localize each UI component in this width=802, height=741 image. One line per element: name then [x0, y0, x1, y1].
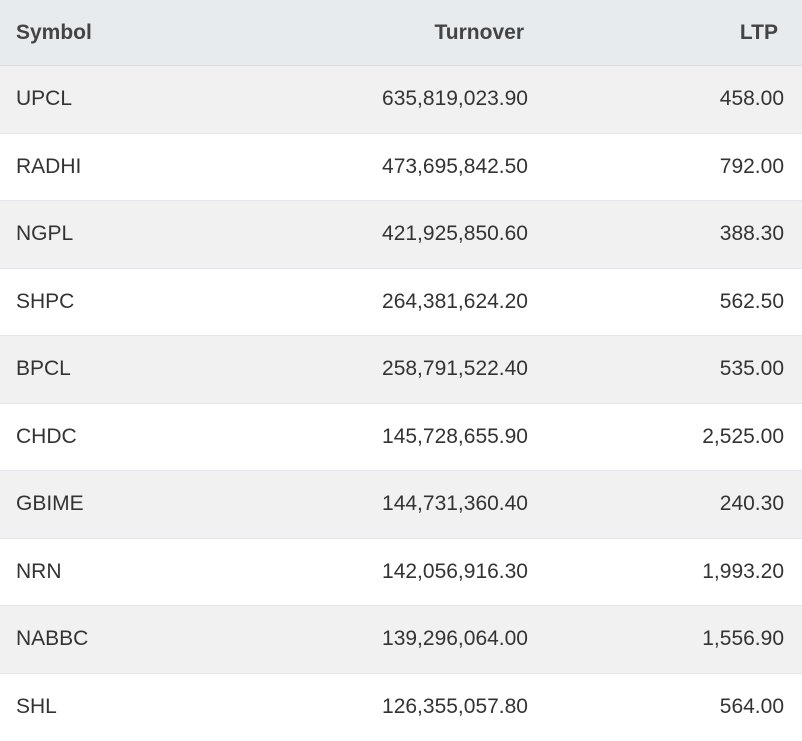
ltp-cell: 792.00	[719, 154, 784, 178]
table-row[interactable]: NABBC 139,296,064.00 1,556.90	[0, 606, 802, 674]
ltp-cell: 1,556.90	[702, 627, 784, 651]
symbol-cell[interactable]: GBIME	[16, 492, 84, 516]
table-row[interactable]: UPCL 635,819,023.90 458.00	[0, 66, 802, 134]
symbol-cell[interactable]: NRN	[16, 559, 62, 583]
table-row[interactable]: NRN 142,056,916.30 1,993.20	[0, 539, 802, 606]
turnover-cell: 144,731,360.40	[382, 492, 528, 516]
ltp-cell: 1,993.20	[702, 559, 784, 583]
column-header-ltp[interactable]: LTP	[739, 20, 778, 44]
table-row[interactable]: CHDC 145,728,655.90 2,525.00	[0, 404, 802, 471]
table-row[interactable]: RADHI 473,695,842.50 792.00	[0, 134, 802, 201]
table-header-row: Symbol Turnover LTP	[0, 0, 802, 66]
turnover-cell: 126,355,057.80	[382, 695, 528, 719]
symbol-cell[interactable]: RADHI	[16, 154, 82, 178]
turnover-cell: 139,296,064.00	[382, 627, 528, 651]
turnover-cell: 264,381,624.20	[382, 289, 528, 313]
ltp-cell: 458.00	[719, 87, 784, 111]
ltp-cell: 564.00	[719, 695, 784, 719]
turnover-cell: 142,056,916.30	[382, 559, 528, 583]
table-row[interactable]: GBIME 144,731,360.40 240.30	[0, 471, 802, 539]
symbol-cell[interactable]: UPCL	[16, 87, 73, 111]
turnover-cell: 145,728,655.90	[382, 424, 528, 448]
symbol-cell[interactable]: SHL	[16, 695, 57, 719]
symbol-cell[interactable]: SHPC	[16, 289, 75, 313]
column-header-symbol[interactable]: Symbol	[16, 20, 92, 44]
symbol-cell[interactable]: BPCL	[16, 357, 71, 381]
table-row[interactable]: SHL 126,355,057.80 564.00	[0, 674, 802, 741]
symbol-cell[interactable]: CHDC	[16, 424, 77, 448]
turnover-cell: 635,819,023.90	[382, 87, 528, 111]
turnover-cell: 473,695,842.50	[382, 154, 528, 178]
ltp-cell: 388.30	[719, 222, 784, 246]
column-header-turnover[interactable]: Turnover	[434, 20, 524, 44]
symbol-cell[interactable]: NABBC	[16, 627, 89, 651]
ltp-cell: 2,525.00	[702, 424, 784, 448]
table-row[interactable]: BPCL 258,791,522.40 535.00	[0, 336, 802, 404]
turnover-cell: 421,925,850.60	[382, 222, 528, 246]
table-row[interactable]: NGPL 421,925,850.60 388.30	[0, 201, 802, 269]
table-row[interactable]: SHPC 264,381,624.20 562.50	[0, 269, 802, 336]
ltp-cell: 535.00	[719, 357, 784, 381]
ltp-cell: 240.30	[719, 492, 784, 516]
turnover-cell: 258,791,522.40	[382, 357, 528, 381]
symbol-cell[interactable]: NGPL	[16, 222, 74, 246]
ltp-cell: 562.50	[719, 289, 784, 313]
